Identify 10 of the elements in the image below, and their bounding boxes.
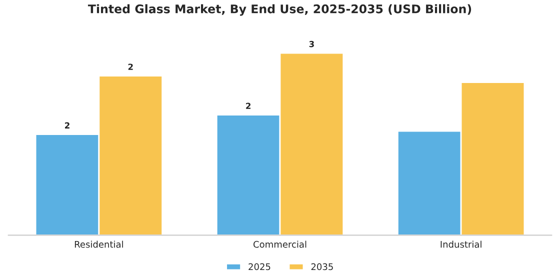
x-tick-label: Commercial — [254, 240, 306, 248]
x-tick-label: Residential — [74, 240, 123, 248]
data-label: 2 — [65, 122, 70, 128]
x-tick-label: Industrial — [440, 240, 482, 248]
data-label: 3 — [309, 40, 314, 48]
chart-title: Tinted Glass Market, By End Use, 2025-2035 (USD Billion) — [88, 4, 472, 16]
data-label: 2 — [128, 64, 133, 70]
legend-label: 2035 — [311, 263, 333, 270]
data-label: 2 — [246, 102, 250, 109]
legend-label: 2025 — [248, 263, 270, 270]
